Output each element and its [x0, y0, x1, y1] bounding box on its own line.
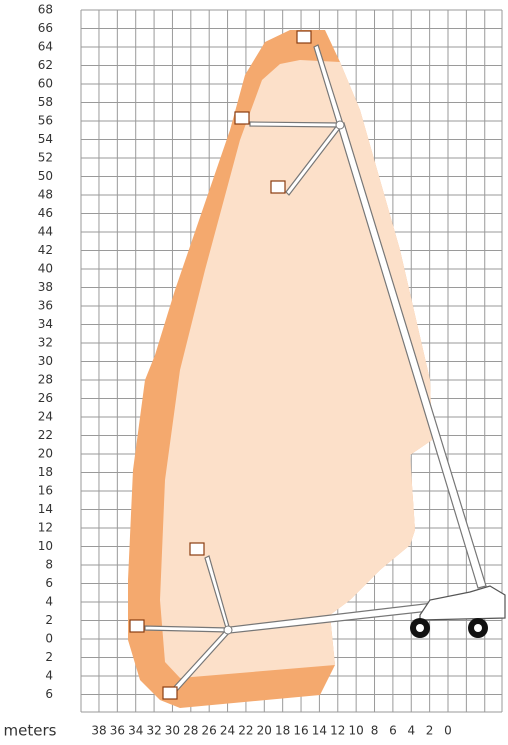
- y-tick-label: 50: [38, 169, 53, 183]
- y-tick-label: 52: [38, 151, 53, 165]
- y-tick-label: 58: [38, 95, 53, 109]
- y-tick-label: 20: [38, 447, 53, 461]
- x-tick-label: 22: [238, 724, 253, 738]
- y-tick-label: 12: [38, 521, 53, 535]
- y-tick-label: 34: [38, 317, 53, 331]
- x-tick-label: 6: [389, 724, 397, 738]
- y-tick-label: 2: [45, 613, 53, 627]
- x-tick-label: 12: [330, 724, 345, 738]
- x-tick-label: 34: [128, 724, 143, 738]
- x-axis-unit: meters: [4, 722, 57, 740]
- x-tick-label: 0: [444, 724, 452, 738]
- y-tick-label: 22: [38, 428, 53, 442]
- y-tick-label: 46: [38, 206, 53, 220]
- x-tick-label: 16: [293, 724, 308, 738]
- y-tick-label: 0: [45, 632, 53, 646]
- y-tick-label: 44: [38, 225, 53, 239]
- x-tick-label: 36: [110, 724, 125, 738]
- x-tick-label: 38: [91, 724, 106, 738]
- upper-boom: [234, 30, 487, 589]
- x-tick-label: 8: [371, 724, 379, 738]
- y-tick-label: 40: [38, 262, 53, 276]
- y-tick-label: 26: [38, 391, 53, 405]
- y-tick-label: 28: [38, 373, 53, 387]
- lower-boom: [129, 542, 476, 700]
- y-tick-label: 38: [38, 280, 53, 294]
- x-tick-label: 26: [202, 724, 217, 738]
- x-tick-label: 24: [220, 724, 235, 738]
- inner-envelope: [160, 60, 432, 678]
- y-tick-label: 56: [38, 114, 53, 128]
- x-tick-label: 20: [257, 724, 272, 738]
- y-tick-label: 62: [38, 58, 53, 72]
- y-tick-label: 66: [38, 21, 53, 35]
- y-tick-label: 54: [38, 132, 53, 146]
- y-tick-label: 10: [38, 539, 53, 553]
- y-tick-label: 60: [38, 77, 53, 91]
- y-tick-label: 14: [38, 502, 53, 516]
- y-tick-label: 2: [45, 650, 53, 664]
- y-tick-label: 4: [45, 669, 53, 683]
- y-tick-label: 64: [38, 40, 53, 54]
- x-tick-label: 18: [275, 724, 290, 738]
- x-tick-label: 28: [183, 724, 198, 738]
- x-tick-label: 2: [426, 724, 434, 738]
- x-tick-label: 30: [165, 724, 180, 738]
- y-tick-label: 6: [45, 576, 53, 590]
- y-tick-label: 68: [38, 3, 53, 17]
- x-tick-label: 10: [349, 724, 364, 738]
- y-tick-label: 8: [45, 558, 53, 572]
- y-tick-label: 32: [38, 336, 53, 350]
- y-tick-label: 16: [38, 484, 53, 498]
- y-tick-label: 42: [38, 243, 53, 257]
- y-tick-label: 4: [45, 595, 53, 609]
- x-tick-label: 14: [312, 724, 327, 738]
- y-tick-label: 30: [38, 354, 53, 368]
- x-tick-label: 32: [146, 724, 161, 738]
- y-tick-label: 6: [45, 687, 53, 701]
- y-tick-label: 48: [38, 188, 53, 202]
- x-tick-label: 4: [407, 724, 415, 738]
- y-tick-label: 36: [38, 299, 53, 313]
- truck: [410, 585, 506, 638]
- y-tick-label: 24: [38, 410, 53, 424]
- y-tick-label: 18: [38, 465, 53, 479]
